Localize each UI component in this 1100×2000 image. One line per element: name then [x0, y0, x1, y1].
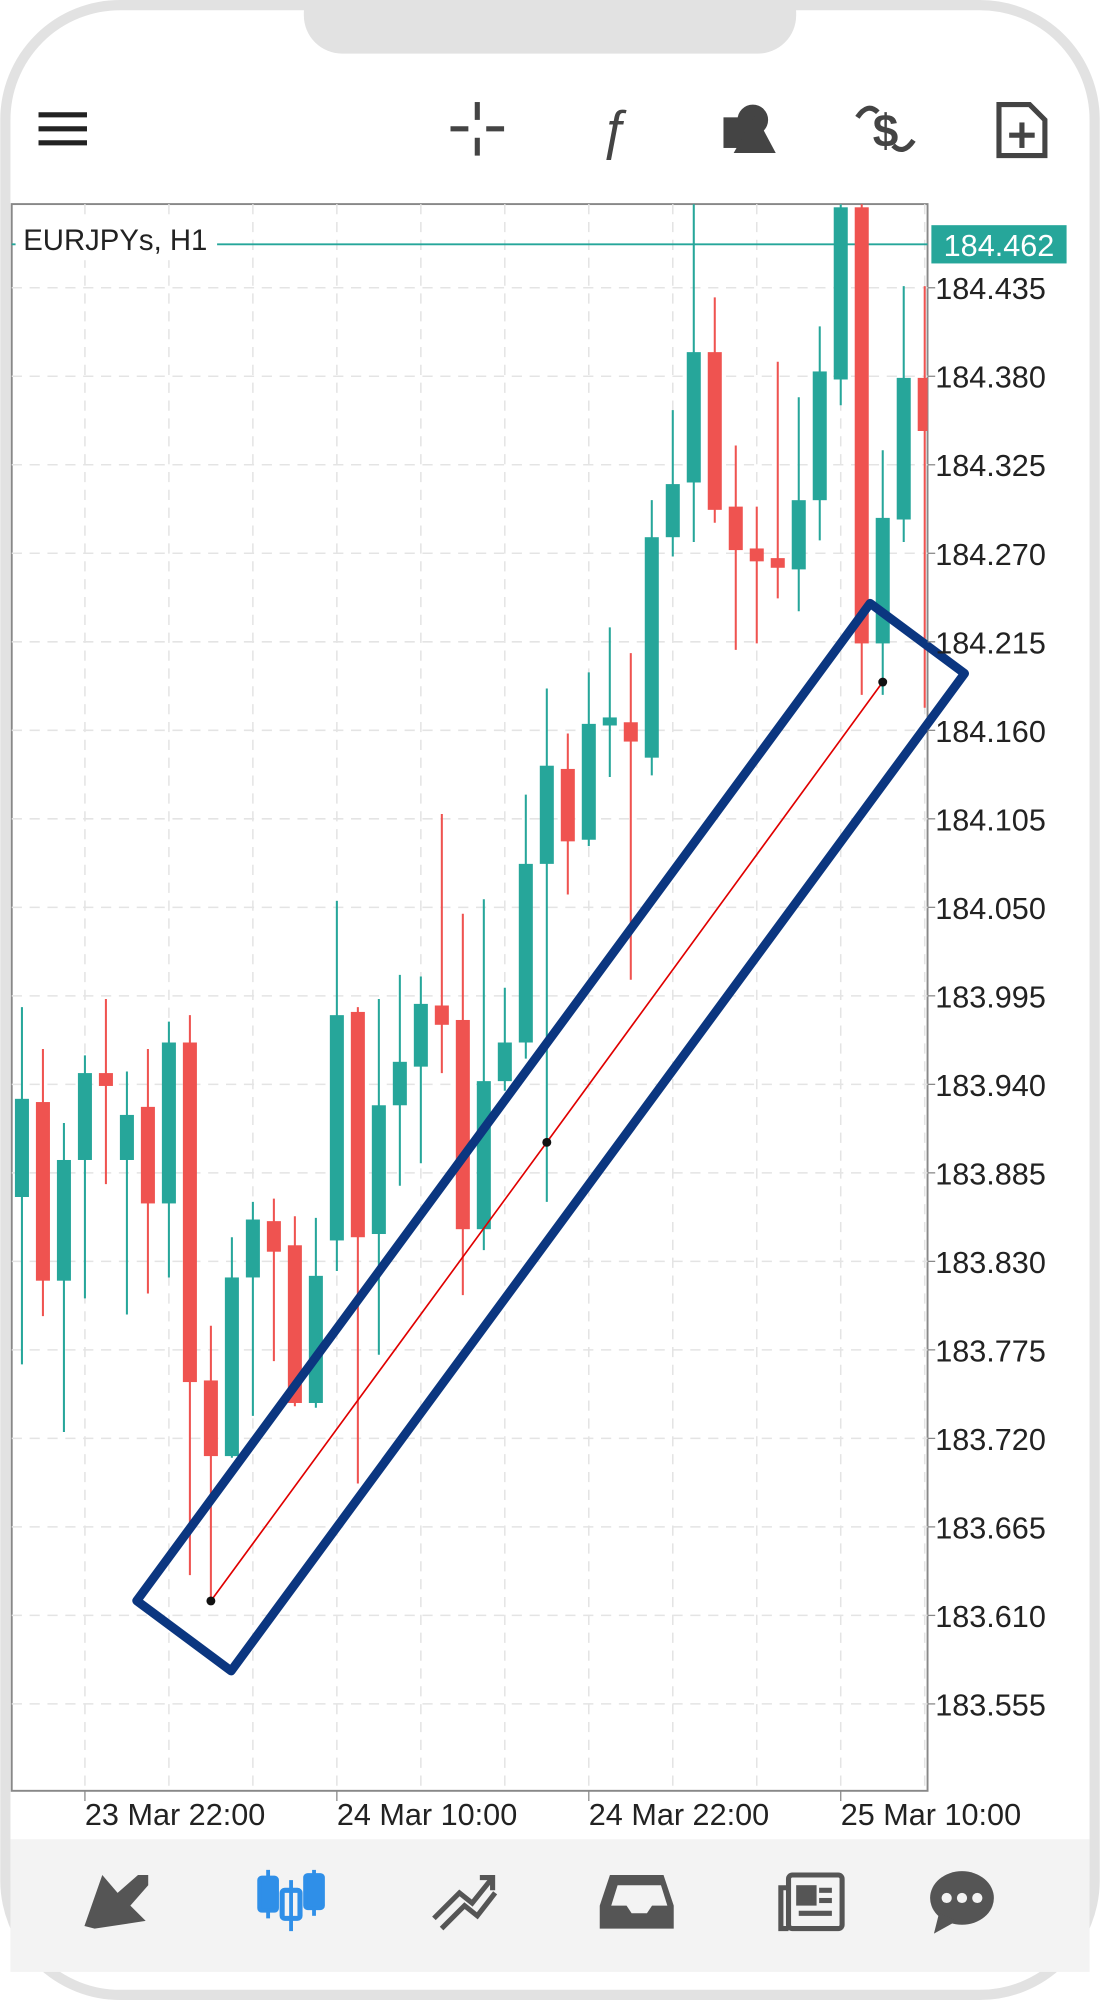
candle-body	[854, 207, 869, 644]
candle-body	[203, 1380, 218, 1457]
menu-button[interactable]	[38, 112, 87, 146]
candle-body	[665, 484, 680, 538]
candle-body	[350, 1011, 365, 1238]
nav-trade[interactable]	[432, 1875, 498, 1931]
candle-body	[392, 1061, 407, 1106]
x-tick-label: 24 Mar 22:00	[589, 1798, 769, 1832]
candle-body	[812, 371, 827, 501]
trendline-point	[542, 1137, 552, 1147]
candle-body	[413, 1003, 428, 1067]
candle-body	[434, 1005, 449, 1025]
candle-body	[791, 500, 806, 570]
candle-body	[623, 722, 638, 742]
last-price-label: 184.462	[944, 229, 1055, 263]
trendline-group	[206, 677, 888, 1606]
candle-body	[728, 506, 743, 551]
candle-body	[161, 1042, 176, 1204]
candle-body	[707, 352, 722, 510]
candle-body	[455, 1019, 470, 1230]
nav-news[interactable]	[778, 1872, 845, 1932]
candle-body	[35, 1102, 50, 1281]
y-tick-label: 183.720	[935, 1423, 1046, 1457]
y-tick-label: 184.050	[935, 892, 1046, 926]
candle-body	[770, 558, 785, 568]
plot-area[interactable]	[10, 203, 929, 1792]
candle-body	[224, 1277, 239, 1457]
bottom-bar	[10, 1839, 1090, 1972]
candle-body	[749, 548, 764, 562]
y-tick-label: 184.105	[935, 803, 1046, 837]
new-order-button[interactable]	[996, 102, 1048, 159]
candle-body	[560, 768, 575, 842]
candle-body	[833, 207, 848, 380]
x-tick-label: 24 Mar 10:00	[337, 1798, 517, 1832]
title-bg	[15, 219, 218, 261]
candle-body	[476, 1081, 491, 1230]
candle-body	[329, 1015, 344, 1241]
y-tick-label: 183.665	[935, 1511, 1046, 1545]
y-tick-label: 183.885	[935, 1157, 1046, 1191]
candle-body	[896, 377, 911, 520]
y-tick-label: 183.940	[935, 1069, 1046, 1103]
y-tick-label: 183.775	[935, 1334, 1046, 1368]
y-tick-label: 184.435	[935, 272, 1046, 306]
candle-body	[581, 723, 596, 840]
candle-body	[518, 863, 533, 1043]
axes: 184.435 184.380 184.325 184.270 184.215 184.1…	[84, 225, 1067, 1832]
candle-body	[539, 765, 554, 864]
x-tick-label: 25 Mar 10:00	[841, 1798, 1021, 1832]
y-tick-label: 184.215	[935, 626, 1046, 660]
indicators-button[interactable]: ƒ	[599, 101, 629, 161]
nav-chart[interactable]	[257, 1869, 325, 1932]
candle-body	[245, 1219, 260, 1278]
candle-body	[140, 1106, 155, 1204]
candle-body	[287, 1245, 302, 1403]
candles	[14, 204, 928, 1601]
candle-body	[497, 1042, 512, 1082]
chart-title: EURJPYs, H1	[23, 224, 207, 257]
candle-body	[77, 1073, 92, 1160]
candle-body	[182, 1042, 197, 1383]
trade-button[interactable]: $	[855, 105, 916, 157]
y-tick-label: 183.610	[935, 1600, 1046, 1634]
candle-body	[686, 352, 701, 483]
notch	[303, 0, 797, 54]
candle-body	[308, 1275, 323, 1403]
candle-body	[371, 1105, 386, 1235]
y-tick-label: 184.270	[935, 538, 1046, 572]
trendline-point	[206, 1596, 216, 1606]
y-tick-label: 184.325	[935, 449, 1046, 483]
crosshair-button[interactable]	[450, 102, 505, 156]
trendline-point	[878, 677, 888, 687]
nav-chat[interactable]	[930, 1871, 994, 1934]
y-tick-label: 184.380	[935, 361, 1046, 395]
candle-body	[266, 1221, 281, 1252]
candle-body	[917, 377, 928, 431]
nav-quotes[interactable]	[84, 1875, 149, 1929]
candle-body	[14, 1098, 29, 1197]
svg-text:$: $	[873, 105, 899, 157]
candle-body	[602, 717, 617, 726]
y-tick-label: 183.830	[935, 1246, 1046, 1280]
candle-body	[119, 1114, 134, 1160]
nav-history[interactable]	[599, 1875, 674, 1929]
x-tick-label: 23 Mar 22:00	[85, 1798, 265, 1832]
candle-body	[56, 1159, 71, 1281]
candle-body	[98, 1073, 113, 1086]
y-tick-label: 183.995	[935, 980, 1046, 1014]
y-tick-label: 183.555	[935, 1688, 1046, 1722]
objects-button[interactable]	[723, 104, 776, 154]
candle-body	[644, 537, 659, 758]
last-price-box	[931, 225, 1067, 264]
highlight-frame	[132, 598, 970, 1676]
candle-body	[875, 517, 890, 644]
y-tick-label: 184.160	[935, 715, 1046, 749]
